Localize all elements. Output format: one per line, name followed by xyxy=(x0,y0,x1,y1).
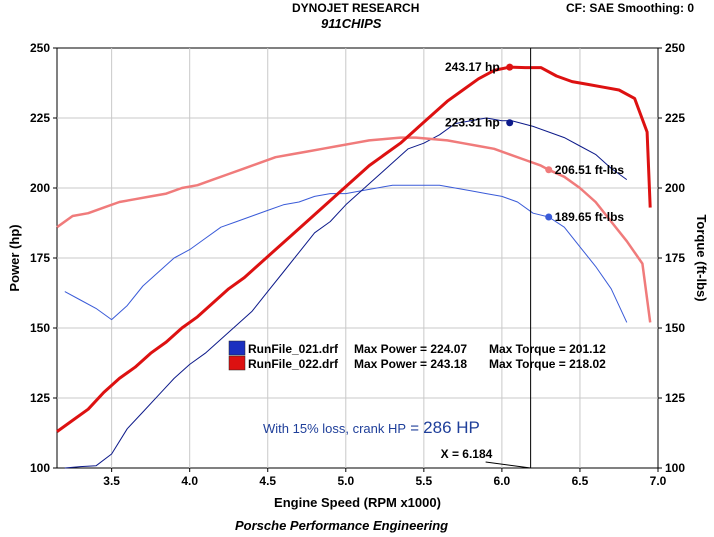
legend-swatch xyxy=(228,355,246,371)
y-tick-label-left: 150 xyxy=(30,321,50,335)
legend-file: RunFile_021.drf xyxy=(248,342,339,356)
y-tick-label-left: 100 xyxy=(30,461,50,475)
legend-swatch xyxy=(228,340,246,356)
footer-label: Porsche Performance Engineering xyxy=(235,518,449,533)
chart-subtitle: 911CHIPS xyxy=(321,16,382,31)
cursor-readout: X = 6.184 xyxy=(441,447,493,461)
settings-label: CF: SAE Smoothing: 0 xyxy=(566,1,694,15)
legend-file: RunFile_022.drf xyxy=(248,357,339,371)
x-tick-label: 4.0 xyxy=(181,474,198,488)
annotation-label: 189.65 ft-lbs xyxy=(555,210,625,224)
y-axis-label-left: Power (hp) xyxy=(7,224,22,291)
legend-max-power: Max Power = 224.07 xyxy=(354,342,467,356)
series-line-run021-torque xyxy=(64,184,628,323)
y-tick-label-right: 125 xyxy=(665,391,685,405)
crank-hp-prefix: With 15% loss, crank HP xyxy=(263,421,406,436)
x-tick-label: 5.0 xyxy=(337,474,354,488)
annotation-label: 243.17 hp xyxy=(445,60,500,74)
y-tick-label-right: 150 xyxy=(665,321,685,335)
annotation-marker xyxy=(545,166,553,174)
x-axis-label: Engine Speed (RPM x1000) xyxy=(274,495,441,510)
y-tick-label-right: 100 xyxy=(665,461,685,475)
x-tick-label: 3.5 xyxy=(103,474,120,488)
legend-max-torque: Max Torque = 201.12 xyxy=(489,342,606,356)
y-axis-label-right: Torque (ft-lbs) xyxy=(694,214,709,301)
annotation-marker xyxy=(545,213,553,221)
annotation-marker xyxy=(506,119,514,127)
x-tick-label: 6.5 xyxy=(572,474,589,488)
cursor-pointer xyxy=(485,461,531,469)
y-tick-label-left: 175 xyxy=(30,251,50,265)
y-tick-label-left: 225 xyxy=(30,111,50,125)
x-tick-label: 4.5 xyxy=(259,474,276,488)
y-tick-label-right: 250 xyxy=(665,41,685,55)
crank-hp-note: With 15% loss, crank HP = 286 HP xyxy=(263,418,480,437)
crank-hp-equals: = xyxy=(406,420,423,437)
annotation-label: 223.31 hp xyxy=(445,116,500,130)
annotation-marker xyxy=(506,63,514,71)
chart-title: DYNOJET RESEARCH xyxy=(292,1,420,15)
y-tick-label-right: 200 xyxy=(665,181,685,195)
x-tick-label: 7.0 xyxy=(650,474,667,488)
legend-max-torque: Max Torque = 218.02 xyxy=(489,357,606,371)
legend-max-power: Max Power = 243.18 xyxy=(354,357,467,371)
y-tick-label-left: 200 xyxy=(30,181,50,195)
series-line-run022-power xyxy=(56,65,652,433)
y-tick-label-left: 125 xyxy=(30,391,50,405)
series-line-run022-torque xyxy=(56,136,652,323)
y-tick-label-left: 250 xyxy=(30,41,50,55)
annotation-label: 206.51 ft-lbs xyxy=(555,163,625,177)
y-tick-label-right: 225 xyxy=(665,111,685,125)
series-line-run021-power xyxy=(64,117,628,469)
crank-hp-value: 286 HP xyxy=(423,418,480,437)
y-tick-label-right: 175 xyxy=(665,251,685,265)
x-tick-label: 6.0 xyxy=(494,474,511,488)
x-tick-label: 5.5 xyxy=(416,474,433,488)
